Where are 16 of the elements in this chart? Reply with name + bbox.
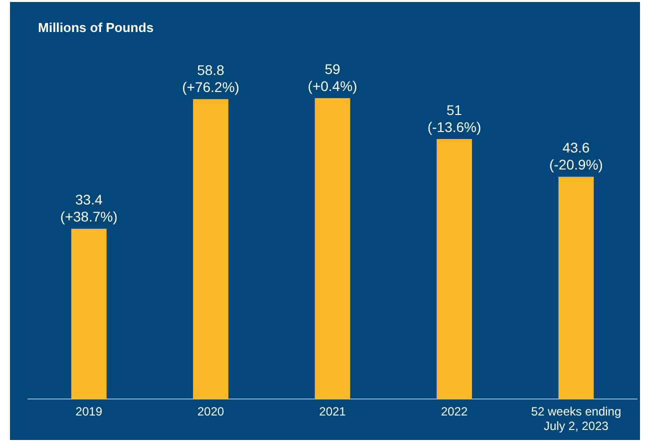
- bar: [558, 176, 594, 400]
- data-label: 58.8 (+76.2%): [182, 62, 240, 96]
- data-label: 51 (-13.6%): [427, 102, 482, 135]
- data-label: 43.6 (-20.9%): [549, 140, 603, 173]
- data-label: 59 (+0.4%): [308, 60, 358, 94]
- y-axis-title: Millions of Pounds: [38, 20, 154, 35]
- x-tick-label: 2020: [197, 404, 224, 419]
- bar: [193, 99, 228, 400]
- bar: [436, 138, 472, 400]
- x-tick-label: 2022: [440, 404, 468, 419]
- x-tick-label: 2019: [76, 404, 103, 419]
- bar: [71, 228, 107, 400]
- x-tick-label: 52 weeks ending July 2, 2023: [531, 404, 622, 434]
- data-label: 33.4 (+38.7%): [60, 192, 118, 225]
- x-tick-label: 2021: [319, 404, 346, 419]
- bar: [314, 98, 350, 400]
